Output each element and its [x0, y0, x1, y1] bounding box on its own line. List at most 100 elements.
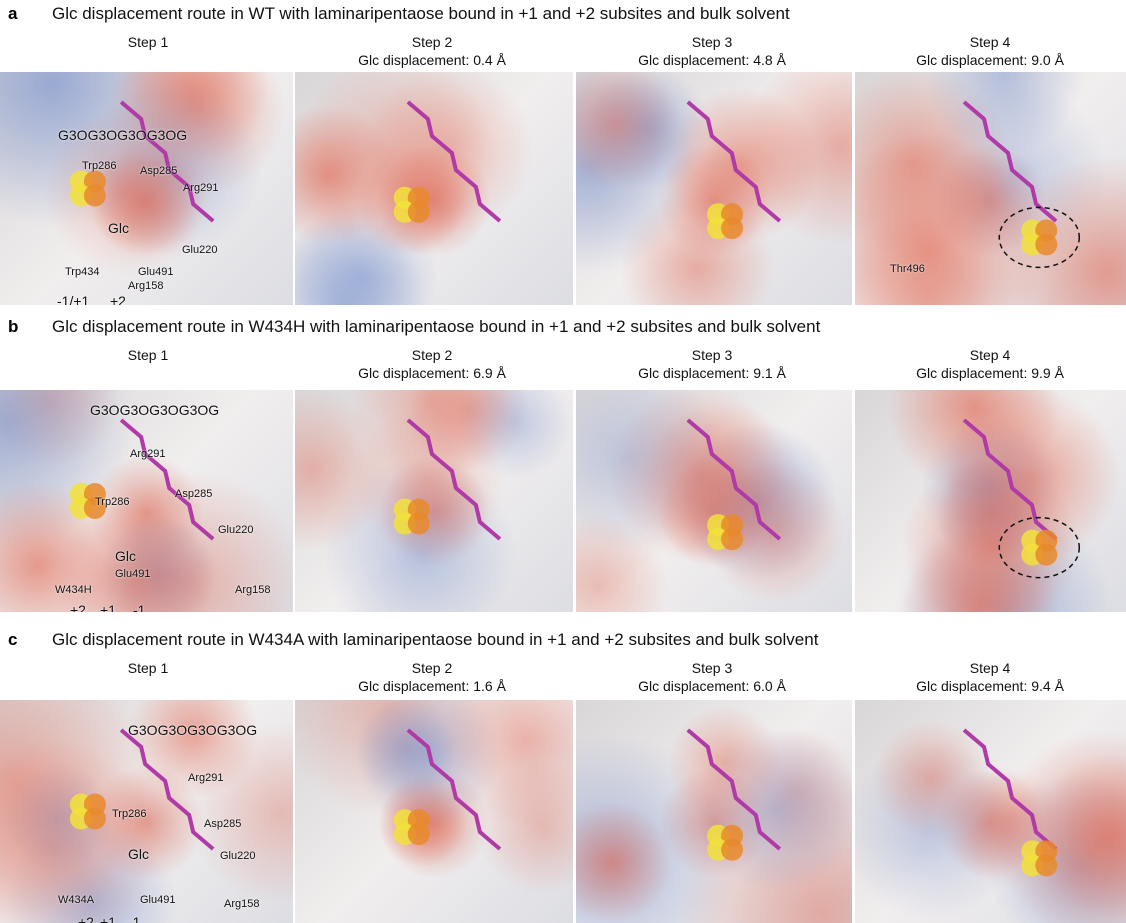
ligand-sticks [688, 102, 780, 221]
panel-title: Glc displacement route in W434H with lam… [52, 317, 820, 337]
residue-label: Asp285 [175, 488, 212, 500]
displacement-label: Glc displacement: 9.1 Å [572, 365, 852, 381]
residue-label: Glc [115, 548, 136, 564]
residue-label: -1 [128, 914, 140, 923]
panel-letter: b [8, 317, 18, 337]
molecule-render [576, 72, 852, 305]
residue-label: -1 [133, 602, 145, 612]
glucose-sphere [1035, 544, 1057, 566]
residue-label: Glu220 [182, 244, 217, 256]
residue-label: -1/+1 [57, 293, 89, 305]
ligand-sticks [964, 730, 1056, 849]
displacement-label: Glc displacement: 6.9 Å [292, 365, 572, 381]
molecule-render [295, 72, 573, 305]
displacement-label: Glc displacement: 9.4 Å [850, 678, 1126, 694]
surface-image [855, 700, 1126, 923]
residue-label: +1 [100, 914, 116, 923]
displacement-label: Glc displacement: 1.6 Å [292, 678, 572, 694]
surface-image [576, 700, 852, 923]
residue-label: Asp285 [140, 165, 177, 177]
step-label: Step 2 [292, 660, 572, 676]
step-label: Step 3 [572, 660, 852, 676]
panel-title: Glc displacement route in W434A with lam… [52, 630, 818, 650]
ligand-sticks [121, 730, 213, 849]
molecule-render [295, 390, 573, 612]
displacement-label: Glc displacement: 9.0 Å [850, 52, 1126, 68]
ligand-sticks [964, 102, 1056, 221]
surface-image [295, 72, 573, 305]
surface-image: G3OG3OG3OG3OG Arg291 Trp286 Asp285 Glc Glu220… [0, 700, 293, 923]
surface-image [295, 390, 573, 612]
glucose-sphere [1035, 233, 1057, 255]
surface-image: G3OG3OG3OG3OG Trp286 Asp285 Arg291 Glc Glu220… [0, 72, 293, 305]
residue-label: Glu220 [220, 850, 255, 862]
displacement-label: Glc displacement: 9.9 Å [850, 365, 1126, 381]
residue-label: W434H [55, 584, 92, 596]
ligand-sticks [121, 420, 213, 539]
ligand-sticks [964, 420, 1056, 539]
step-label: Step 4 [850, 34, 1126, 50]
residue-label: Arg291 [183, 182, 218, 194]
step-label: Step 3 [572, 34, 852, 50]
step-label: Step 4 [850, 660, 1126, 676]
molecule-render [576, 700, 852, 923]
glucose-sphere [408, 201, 430, 223]
residue-label: Glu220 [218, 524, 253, 536]
residue-label: +2 [78, 914, 94, 923]
step-label: Step 1 [8, 660, 288, 676]
surface-image: G3OG3OG3OG3OG Arg291 Asp285 Trp286 Glu220 Glc… [0, 390, 293, 612]
step-label: Step 4 [850, 347, 1126, 363]
residue-label: Thr496 [890, 263, 925, 275]
residue-label: Glu491 [140, 894, 175, 906]
step-label: Step 2 [292, 347, 572, 363]
residue-label: Arg291 [130, 448, 165, 460]
molecule-render [576, 390, 852, 612]
glucose-sphere [721, 217, 743, 239]
glucose-sphere [721, 839, 743, 861]
residue-label: Trp286 [82, 160, 116, 172]
residue-label: Arg158 [235, 584, 270, 596]
residue-label: Arg158 [128, 280, 163, 292]
surface-image [576, 390, 852, 612]
residue-label: G3OG3OG3OG3OG [90, 402, 219, 418]
step-label: Step 2 [292, 34, 572, 50]
molecule-render [295, 700, 573, 923]
residue-label: Arg291 [188, 772, 223, 784]
glucose-sphere [408, 513, 430, 535]
molecule-render [855, 700, 1126, 923]
surface-image [576, 72, 852, 305]
residue-label: Glc [128, 846, 149, 862]
step-label: Step 1 [8, 34, 288, 50]
residue-label: G3OG3OG3OG3OG [128, 722, 257, 738]
displacement-label: Glc displacement: 0.4 Å [292, 52, 572, 68]
residue-label: Glu491 [115, 568, 150, 580]
step-label: Step 1 [8, 347, 288, 363]
glucose-sphere [721, 528, 743, 550]
residue-label: Arg158 [224, 898, 259, 910]
figure: {"panels": [ {"letter": "a", "title": "G… [0, 0, 1126, 923]
residue-label: Glc [108, 220, 129, 236]
residue-label: Glu491 [138, 266, 173, 278]
panel-letter: a [8, 4, 17, 24]
glucose-sphere [84, 808, 106, 830]
residue-label: Trp286 [95, 496, 129, 508]
displacement-label: Glc displacement: 6.0 Å [572, 678, 852, 694]
glucose-sphere [84, 185, 106, 207]
residue-label: Asp285 [204, 818, 241, 830]
panel-letter: c [8, 630, 17, 650]
residue-label: +2 [110, 293, 126, 305]
residue-label: +2 [70, 602, 86, 612]
residue-label: +1 [100, 602, 116, 612]
molecule-render [855, 390, 1126, 612]
displacement-label: Glc displacement: 4.8 Å [572, 52, 852, 68]
residue-label: G3OG3OG3OG3OG [58, 127, 187, 143]
residue-label: Trp286 [112, 808, 146, 820]
surface-image [855, 390, 1126, 612]
glucose-sphere [408, 823, 430, 845]
ligand-sticks [121, 102, 213, 221]
residue-label: Trp434 [65, 266, 99, 278]
step-label: Step 3 [572, 347, 852, 363]
glucose-sphere [1035, 854, 1057, 876]
residue-label: W434A [58, 894, 94, 906]
panel-title: Glc displacement route in WT with lamina… [52, 4, 790, 24]
